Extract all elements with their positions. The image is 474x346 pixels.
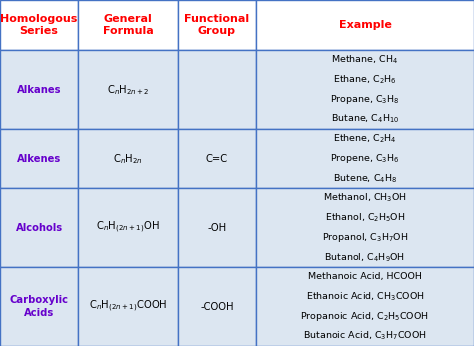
Text: Functional
Group: Functional Group — [184, 14, 249, 36]
Bar — [256, 129, 474, 188]
Text: Propanol, C$_3$H$_7$OH: Propanol, C$_3$H$_7$OH — [322, 231, 408, 244]
Bar — [256, 0, 474, 50]
Text: Ethanoic Acid, CH$_3$COOH: Ethanoic Acid, CH$_3$COOH — [306, 290, 424, 303]
Bar — [78, 0, 178, 50]
Text: -COOH: -COOH — [200, 302, 234, 311]
Text: C$_n$H$_{2n+2}$: C$_n$H$_{2n+2}$ — [107, 83, 149, 97]
Text: Butanol, C$_4$H$_9$OH: Butanol, C$_4$H$_9$OH — [324, 251, 406, 264]
Text: Butane, C$_4$H$_{10}$: Butane, C$_4$H$_{10}$ — [331, 113, 399, 126]
Text: Methanol, CH$_3$OH: Methanol, CH$_3$OH — [323, 192, 407, 204]
Bar — [178, 267, 256, 346]
Text: Butanoic Acid, C$_3$H$_7$COOH: Butanoic Acid, C$_3$H$_7$COOH — [303, 330, 427, 343]
Bar — [178, 0, 256, 50]
Text: C=C: C=C — [206, 154, 228, 164]
Bar — [78, 188, 178, 267]
Text: Propane, C$_3$H$_8$: Propane, C$_3$H$_8$ — [330, 93, 400, 106]
Text: C$_n$H$_{(2n+1)}$OH: C$_n$H$_{(2n+1)}$OH — [96, 220, 160, 235]
Text: Propene, C$_3$H$_6$: Propene, C$_3$H$_6$ — [330, 152, 400, 165]
Bar — [78, 267, 178, 346]
Text: Butene, C$_4$H$_8$: Butene, C$_4$H$_8$ — [333, 172, 397, 185]
Bar — [0, 129, 78, 188]
Bar — [0, 50, 78, 129]
Text: General
Formula: General Formula — [102, 14, 154, 36]
Text: Methane, CH$_4$: Methane, CH$_4$ — [331, 54, 399, 66]
Text: Homologous
Series: Homologous Series — [0, 14, 78, 36]
Text: Ethanol, C$_2$H$_5$OH: Ethanol, C$_2$H$_5$OH — [325, 211, 405, 224]
Text: Alcohols: Alcohols — [16, 223, 63, 233]
Text: Example: Example — [338, 20, 392, 30]
Bar — [178, 188, 256, 267]
Text: Alkenes: Alkenes — [17, 154, 61, 164]
Bar — [256, 267, 474, 346]
Bar — [256, 50, 474, 129]
Bar — [178, 50, 256, 129]
Text: Propanoic Acid, C$_2$H$_5$COOH: Propanoic Acid, C$_2$H$_5$COOH — [301, 310, 429, 323]
Bar — [256, 188, 474, 267]
Bar — [178, 129, 256, 188]
Bar — [78, 50, 178, 129]
Text: -OH: -OH — [207, 223, 227, 233]
Text: C$_n$H$_{(2n+1)}$COOH: C$_n$H$_{(2n+1)}$COOH — [89, 299, 167, 314]
Text: Ethene, C$_2$H$_4$: Ethene, C$_2$H$_4$ — [333, 133, 397, 145]
Bar — [78, 129, 178, 188]
Text: Alkanes: Alkanes — [17, 85, 61, 94]
Text: Carboxylic
Acids: Carboxylic Acids — [9, 295, 69, 318]
Bar — [0, 0, 78, 50]
Text: Methanoic Acid, HCOOH: Methanoic Acid, HCOOH — [308, 272, 422, 282]
Text: Ethane, C$_2$H$_6$: Ethane, C$_2$H$_6$ — [333, 73, 397, 86]
Text: C$_n$H$_{2n}$: C$_n$H$_{2n}$ — [113, 152, 143, 165]
Bar — [0, 188, 78, 267]
Bar — [0, 267, 78, 346]
